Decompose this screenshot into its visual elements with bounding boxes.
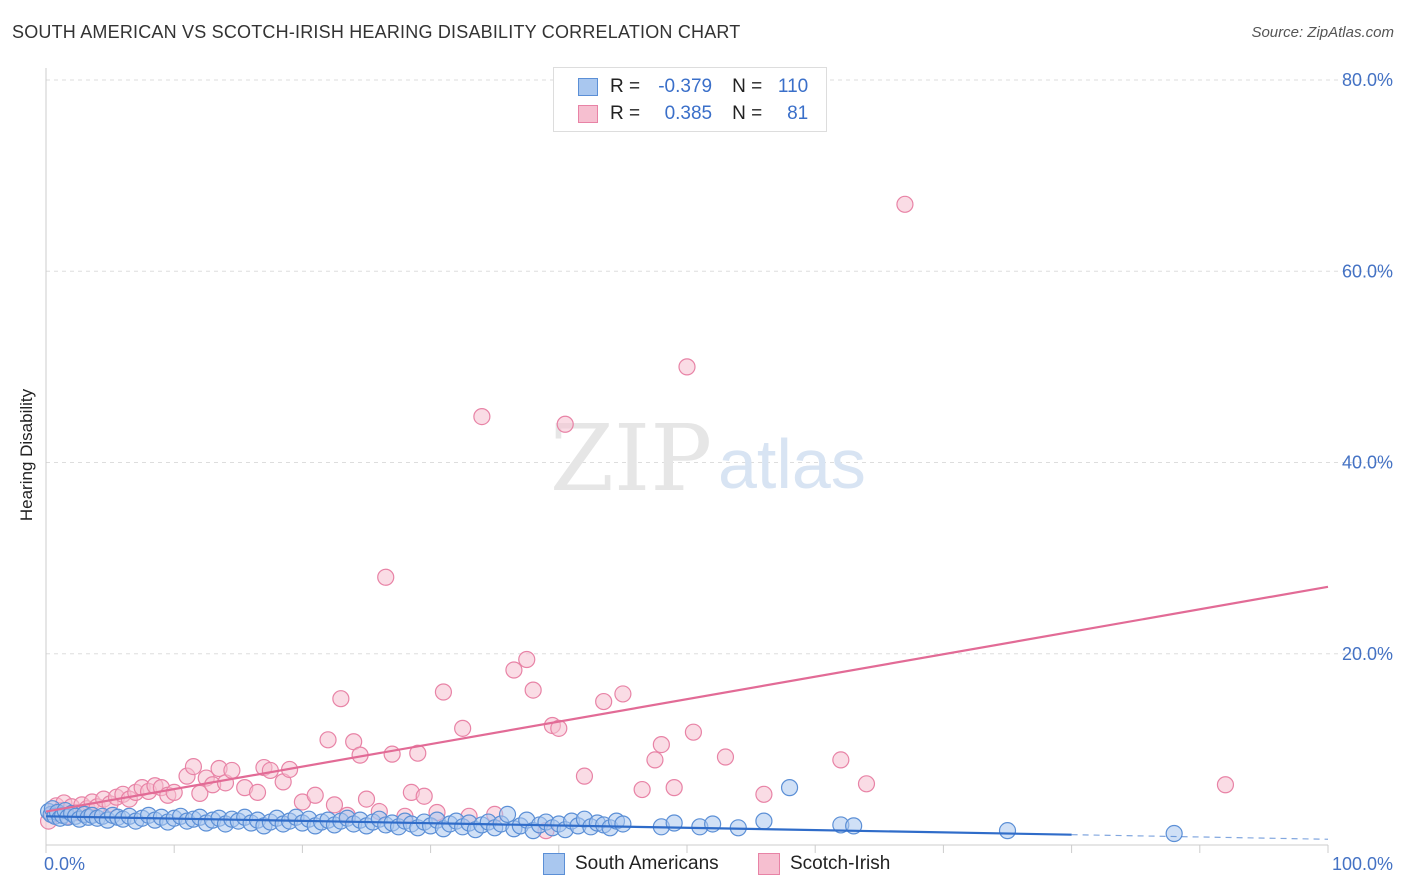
scotch-irish-point <box>505 661 523 679</box>
watermark: ZIP atlas <box>550 405 866 512</box>
y-tick-label: 80.0% <box>1342 70 1393 90</box>
south-american-point <box>755 812 773 830</box>
scotch-irish-point <box>415 787 433 805</box>
scotch-irish-point <box>357 790 376 808</box>
south-american-point <box>614 815 632 833</box>
watermark-atlas: atlas <box>718 425 866 503</box>
scotch-irish-point <box>524 681 542 699</box>
scotch-irish-point <box>896 195 914 213</box>
scotch-irish-point <box>595 692 613 711</box>
scotch-irish-point <box>755 785 773 803</box>
y-tick-label: 20.0% <box>1342 644 1393 664</box>
correlation-legend: R = -0.379 N = 110 R = 0.385 N = 81 <box>553 67 827 132</box>
scotch-irish-point <box>383 745 401 763</box>
scotch-irish-point <box>684 723 703 741</box>
scotch-irish-point <box>306 786 324 804</box>
scotch-irish-point <box>518 650 536 669</box>
scotch-irish-point <box>857 775 876 793</box>
south-american-trend-extension <box>1071 834 1329 840</box>
south-american-point <box>704 815 722 833</box>
scotch-irish-point <box>377 568 395 586</box>
scotch-irish-point <box>614 685 632 703</box>
y-tick-labels: 20.0% 40.0% 60.0% 80.0% <box>1342 70 1393 664</box>
legend-row-south-americans: R = -0.379 N = 110 <box>578 75 808 99</box>
scotch-irish-point <box>646 751 664 769</box>
watermark-zip: ZIP <box>550 405 712 512</box>
legend-r-value-scotch: 0.385 <box>664 103 713 124</box>
south-american-point <box>998 822 1017 840</box>
scotch-irish-point <box>332 690 350 708</box>
scotch-irish-point <box>223 761 241 780</box>
scotch-irish-point <box>556 415 574 433</box>
bottom-legend-swatch-pink <box>758 853 780 875</box>
south-american-point <box>780 779 799 797</box>
y-tick-label: 60.0% <box>1342 261 1393 281</box>
scotch-irish-point <box>409 744 427 762</box>
scotch-irish-point <box>678 358 696 376</box>
scotch-irish-point <box>716 748 735 766</box>
scotch-irish-point <box>325 796 344 814</box>
legend-swatch-pink <box>578 105 598 123</box>
bottom-legend-south-americans: South Americans <box>543 852 719 876</box>
scotch-irish-point <box>652 735 670 754</box>
scotch-irish-point <box>434 683 453 701</box>
source-label: Source: ZipAtlas.com <box>1251 24 1394 41</box>
south-american-point <box>498 805 517 824</box>
scotch-irish-point <box>550 719 568 737</box>
chart-title: SOUTH AMERICAN VS SCOTCH-IRISH HEARING D… <box>12 22 741 42</box>
legend-n-label: N = <box>732 103 763 124</box>
legend-n-value-south: 110 <box>777 76 809 97</box>
scotch-irish-point <box>473 408 491 426</box>
x-tick-label-max: 100.0% <box>1332 854 1393 874</box>
x-tick-labels: 0.0% 100.0% <box>44 854 1393 874</box>
scotch-irish-point <box>832 751 850 769</box>
bottom-legend-scotch-irish: Scotch-Irish <box>758 852 890 876</box>
legend-r-label: R = <box>610 103 641 124</box>
legend-row-scotch-irish: R = 0.385 N = 81 <box>578 102 808 126</box>
scotch-irish-point <box>575 767 594 785</box>
scotch-irish-point <box>454 719 472 737</box>
scotch-irish-point <box>184 757 203 776</box>
legend-r-label: R = <box>610 76 641 97</box>
y-tick-label: 40.0% <box>1342 453 1393 473</box>
scotch-irish-points <box>39 195 1235 840</box>
bottom-legend-label-scotch: Scotch-Irish <box>790 853 891 874</box>
scotch-irish-point <box>1216 776 1235 794</box>
x-tick-label-min: 0.0% <box>44 854 85 874</box>
legend-r-value-south: -0.379 <box>658 76 713 97</box>
bottom-legend-label-south: South Americans <box>575 853 719 874</box>
bottom-legend-swatch-blue <box>543 853 565 875</box>
legend-swatch-blue <box>578 78 598 96</box>
trend-lines <box>45 585 1329 840</box>
gridlines <box>45 68 1392 853</box>
south-american-point <box>1165 824 1183 843</box>
scotch-irish-point <box>248 783 267 802</box>
scotch-irish-point <box>165 783 183 802</box>
scotch-irish-point <box>319 731 337 749</box>
legend-n-label: N = <box>732 76 763 97</box>
scotch-irish-point <box>665 779 683 797</box>
scotch-irish-trend-line <box>45 585 1329 813</box>
south-american-trend-line <box>45 815 1072 836</box>
legend-n-value-scotch: 81 <box>787 103 809 124</box>
scotch-irish-point <box>633 780 651 799</box>
